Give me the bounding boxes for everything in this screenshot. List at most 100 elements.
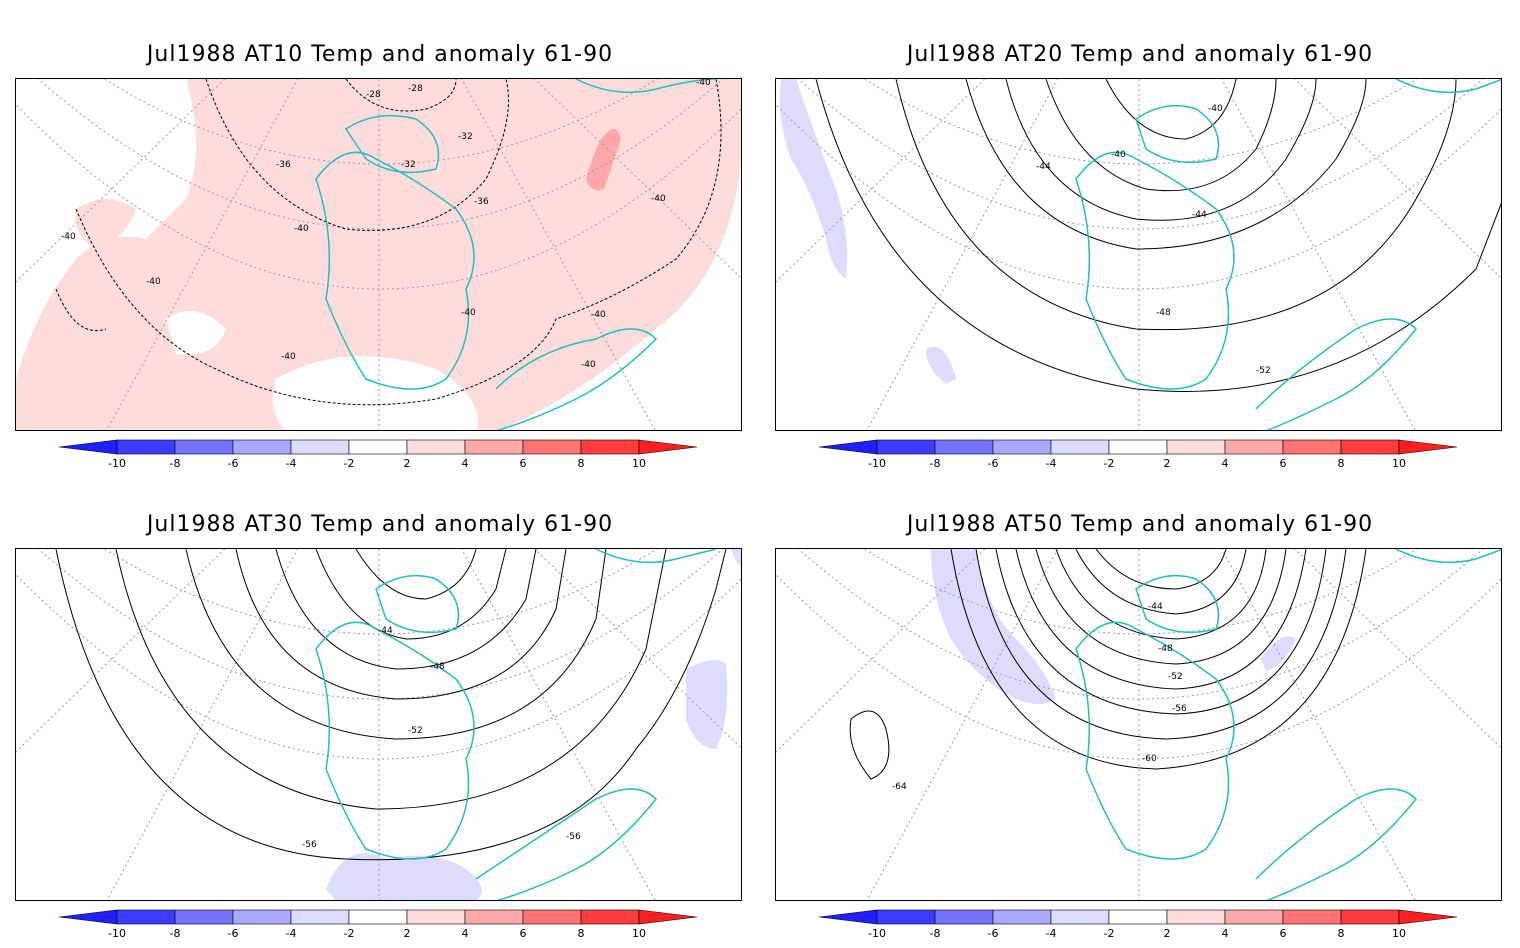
colorbar-right-arrow xyxy=(638,909,698,925)
colorbar-segment xyxy=(406,909,466,925)
map-at10: -28 -28 -32 -32 -36 -36 -40 -40 -40 -40 … xyxy=(15,78,742,431)
panel-title: Jul1988 AT20 Temp and anomaly 61-90 xyxy=(906,42,1374,67)
colorbar-tick-label: -8 xyxy=(170,927,181,940)
colorbar-tick-label: 4 xyxy=(1222,457,1229,470)
colorbar-tick-label: -4 xyxy=(286,927,297,940)
colorbar: -10 -8 -6 -4 -2 2 4 6 8 10 xyxy=(59,438,701,478)
colorbar-segment xyxy=(116,439,176,455)
contour-label: -40 xyxy=(651,194,666,204)
colorbar-tick-label: 10 xyxy=(632,457,646,470)
map-at50: -44 -48 -52 -56 -60 -64 xyxy=(775,548,1502,901)
colorbar-tick-label: -10 xyxy=(868,457,886,470)
colorbar-right-arrow xyxy=(1398,439,1458,455)
colorbar-tick-label: 8 xyxy=(1338,457,1345,470)
contour-label: -56 xyxy=(302,840,317,850)
colorbar-tick-label: 4 xyxy=(1222,927,1229,940)
colorbar-tick-label: -6 xyxy=(228,927,239,940)
colorbar-segment xyxy=(1282,439,1342,455)
colorbar-segment xyxy=(290,439,350,455)
colorbar-tick-label: -8 xyxy=(930,457,941,470)
colorbar-tick-label: 10 xyxy=(1392,457,1406,470)
panel-title: Jul1988 AT30 Temp and anomaly 61-90 xyxy=(146,512,614,537)
colorbar-tick-label: -10 xyxy=(108,457,126,470)
coastlines xyxy=(315,549,717,900)
contour-label: -36 xyxy=(276,160,291,170)
contour-label: -40 xyxy=(146,277,161,287)
strong-warm-anomaly-area xyxy=(586,129,621,191)
contour-label: -52 xyxy=(1256,366,1271,376)
contour-label: -40 xyxy=(1111,150,1126,160)
colorbar-tick-label: 8 xyxy=(1338,927,1345,940)
panel-title: Jul1988 AT50 Temp and anomaly 61-90 xyxy=(906,512,1374,537)
colorbar-segment xyxy=(464,439,524,455)
contour-label: -32 xyxy=(458,132,473,142)
contour-labels: -44 -48 -52 -56 -60 -64 xyxy=(892,602,1187,792)
colorbar-tick-label: -2 xyxy=(1104,927,1115,940)
contour-label: -40 xyxy=(461,308,476,318)
cool-anomaly-area xyxy=(931,549,1056,704)
contour-label: -48 xyxy=(1156,308,1171,318)
neutral-area xyxy=(272,356,478,430)
contour-label: -52 xyxy=(1168,672,1183,682)
contour-labels: -28 -28 -32 -32 -36 -36 -40 -40 -40 -40 … xyxy=(61,79,711,370)
contour-label: -48 xyxy=(1158,644,1173,654)
temperature-contours xyxy=(815,79,1501,392)
colorbar-tick-label: 8 xyxy=(578,457,585,470)
colorbar-tick-label: -6 xyxy=(988,457,999,470)
cool-anomaly-area xyxy=(686,660,728,749)
colorbar-segment xyxy=(232,439,292,455)
colorbar-right-arrow xyxy=(638,439,698,455)
contour-label: -44 xyxy=(1148,602,1163,612)
coastlines xyxy=(315,79,717,430)
contour-label: -40 xyxy=(581,360,596,370)
lat-lon-grid xyxy=(16,549,741,900)
anomaly-shading xyxy=(326,549,741,900)
colorbar-segment xyxy=(1224,439,1284,455)
colorbar-left-arrow xyxy=(59,909,118,925)
contour-label: -52 xyxy=(408,726,423,736)
colorbar-segment xyxy=(580,439,640,455)
colorbar-segment xyxy=(934,909,994,925)
colorbar-segment xyxy=(992,439,1052,455)
colorbar-tick-label: 2 xyxy=(404,457,411,470)
colorbar-left-arrow xyxy=(819,909,878,925)
temperature-contours xyxy=(55,549,727,861)
colorbar-tick-label: -4 xyxy=(1046,927,1057,940)
colorbar-segment xyxy=(1282,909,1342,925)
colorbar-tick-label: 2 xyxy=(404,927,411,940)
colorbar-left-arrow xyxy=(59,439,118,455)
contour-label: -56 xyxy=(1172,704,1187,714)
contour-label: -56 xyxy=(566,832,581,842)
cool-anomaly-area xyxy=(926,347,956,384)
colorbar-tick-label: 2 xyxy=(1164,927,1171,940)
contour-label: -28 xyxy=(366,90,381,100)
cool-anomaly-area xyxy=(779,79,848,279)
colorbar: -10 -8 -6 -4 -2 2 4 6 8 10 xyxy=(59,908,701,948)
coastlines xyxy=(1075,549,1501,900)
colorbar-segment xyxy=(1166,439,1226,455)
panel-at20: Jul1988 AT20 Temp and anomaly 61-90 xyxy=(760,0,1520,470)
colorbar-segment xyxy=(580,909,640,925)
contour-label: -44 xyxy=(378,626,393,636)
cool-anomaly-area xyxy=(326,853,482,900)
colorbar-segment xyxy=(348,439,408,455)
colorbar-tick-label: -2 xyxy=(344,927,355,940)
colorbar-segment xyxy=(290,909,350,925)
colorbar-segment xyxy=(232,909,292,925)
contour-label: -48 xyxy=(430,662,445,672)
colorbar-segment xyxy=(992,909,1052,925)
lat-lon-grid xyxy=(16,79,741,430)
contour-label: -60 xyxy=(1142,754,1157,764)
colorbar-segment xyxy=(464,909,524,925)
colorbar-segment xyxy=(1108,909,1168,925)
lat-lon-grid xyxy=(776,549,1501,900)
cool-anomaly-area xyxy=(1261,636,1296,671)
colorbar-segment xyxy=(876,909,936,925)
colorbar-segment xyxy=(1050,439,1110,455)
colorbar-segment xyxy=(116,909,176,925)
colorbar-tick-label: -2 xyxy=(344,457,355,470)
panel-title: Jul1988 AT10 Temp and anomaly 61-90 xyxy=(146,42,614,67)
colorbar-tick-label: -10 xyxy=(868,927,886,940)
colorbar-tick-label: 6 xyxy=(520,457,527,470)
contour-label: -40 xyxy=(591,310,606,320)
